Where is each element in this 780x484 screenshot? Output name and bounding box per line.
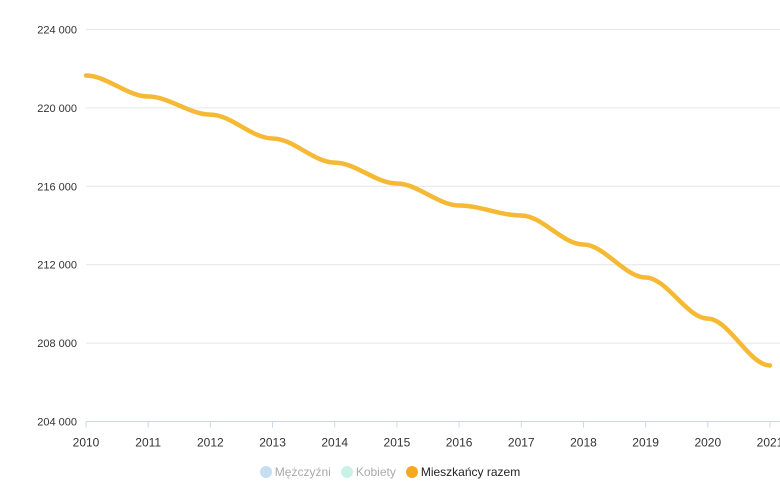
- x-tick-label: 2021: [757, 436, 780, 450]
- legend-item-women[interactable]: Kobiety: [340, 465, 396, 479]
- y-tick-label: 224 000: [37, 25, 77, 37]
- x-tick-label: 2011: [135, 436, 161, 450]
- legend-label-men: Mężczyźni: [274, 465, 331, 479]
- series-line-total: [83, 73, 773, 368]
- legend-label-total: Mieszkańcy razem: [420, 465, 521, 479]
- legend-label-women: Kobiety: [355, 465, 396, 479]
- y-tick-label: 208 000: [37, 338, 77, 350]
- x-tick-label: 2019: [632, 436, 659, 450]
- y-tick-label: 212 000: [37, 260, 77, 272]
- x-tick-label: 2017: [508, 436, 535, 450]
- legend-marker-total: [405, 466, 418, 478]
- y-tick-label: 220 000: [37, 103, 77, 115]
- x-tick-label: 2010: [73, 436, 100, 450]
- legend-item-men[interactable]: Mężczyźni: [259, 465, 331, 479]
- x-tick-label: 2014: [321, 436, 348, 450]
- x-tick-label: 2015: [384, 436, 411, 450]
- x-tick-label: 2016: [446, 436, 473, 450]
- x-tick-label: 2013: [259, 436, 286, 450]
- x-tick-label: 2020: [694, 436, 721, 450]
- legend-marker-women: [340, 466, 353, 478]
- y-tick-label: 204 000: [37, 417, 77, 429]
- legend: Mężczyźni Kobiety Mieszkańcy razem: [0, 465, 780, 479]
- x-tick-label: 2012: [197, 436, 224, 450]
- x-tick-label: 2018: [570, 436, 597, 450]
- line-chart: 204 000 208 000 212 000 216 000 220 000 224 0…: [37, 25, 780, 450]
- legend-marker-men: [259, 466, 272, 478]
- y-tick-label: 216 000: [37, 181, 77, 193]
- legend-item-total[interactable]: Mieszkańcy razem: [405, 465, 521, 479]
